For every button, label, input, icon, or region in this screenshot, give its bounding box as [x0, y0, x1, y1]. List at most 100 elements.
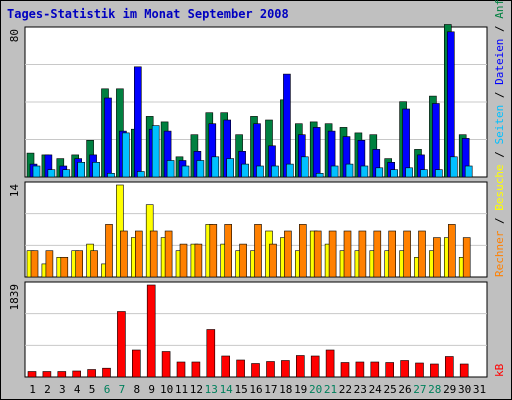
bar-seiten-day-24 — [375, 167, 384, 178]
legend-rechner: Rechner — [493, 230, 506, 277]
bar-rechner-day-14 — [224, 224, 232, 278]
bar-dateien-day-6 — [104, 97, 112, 178]
x-tick-label: 29 — [443, 383, 456, 396]
bar-kb-day-5 — [87, 369, 96, 378]
bar-rechner-day-15 — [239, 243, 247, 278]
bar-rechner-day-27 — [418, 230, 426, 278]
x-tick-label: 26 — [398, 383, 411, 396]
bar-seiten-day-12 — [196, 160, 205, 178]
x-tick-label: 15 — [234, 383, 247, 396]
x-tick-label: 10 — [160, 383, 173, 396]
bar-seiten-day-11 — [181, 165, 190, 178]
bar-kb-day-17 — [266, 361, 275, 378]
bar-rechner-day-12 — [194, 243, 203, 278]
x-tick-label: 1 — [29, 383, 36, 396]
x-tick-label: 16 — [249, 383, 262, 396]
x-tick-label: 9 — [148, 383, 155, 396]
bar-kb-day-4 — [72, 370, 81, 378]
bar-kb-day-19 — [295, 355, 305, 378]
bar-rechner-day-21 — [328, 230, 337, 278]
bar-kb-day-22 — [340, 362, 350, 378]
bar-seiten-day-21 — [330, 165, 339, 178]
bar-kb-day-23 — [355, 361, 365, 378]
bar-kb-day-27 — [415, 362, 424, 378]
bar-kb-day-12 — [191, 361, 201, 378]
bar-rechner-day-24 — [373, 230, 382, 278]
bar-seiten-day-23 — [360, 165, 369, 178]
bar-dateien-day-18 — [283, 73, 291, 178]
bar-seiten-day-13 — [211, 156, 220, 178]
panel-middle: 14 — [8, 181, 488, 278]
bar-rechner-day-19 — [298, 224, 307, 278]
legend-separator: / — [493, 151, 506, 164]
x-tick-label: 7 — [119, 383, 126, 396]
panel-top: 80 — [8, 24, 488, 178]
bar-kb-day-10 — [161, 351, 171, 378]
bar-kb-day-20 — [310, 355, 320, 378]
bar-seiten-day-19 — [300, 156, 309, 178]
bar-seiten-day-9 — [151, 125, 160, 178]
bar-kb-day-1 — [27, 371, 37, 378]
bar-rechner-day-23 — [358, 230, 367, 278]
legend-separator: / — [493, 217, 506, 230]
bar-rechner-day-22 — [343, 230, 352, 278]
bar-seiten-day-5 — [92, 162, 100, 178]
bar-seiten-day-1 — [32, 165, 41, 178]
bar-kb-day-13 — [206, 329, 216, 378]
bar-seiten-day-17 — [271, 165, 279, 178]
x-tick-label: 21 — [324, 383, 337, 396]
x-tick-label: 19 — [294, 383, 307, 396]
bar-rechner-day-29 — [447, 224, 456, 278]
legend-stack: Rechner / Besuche / Seiten / Dateien / A… — [493, 0, 506, 277]
bar-seiten-day-29 — [449, 156, 458, 178]
x-tick-label: 13 — [205, 383, 218, 396]
legend-kb: kB — [493, 363, 506, 377]
bar-kb-day-7 — [117, 311, 126, 378]
bar-kb-day-3 — [57, 371, 67, 378]
bar-rechner-day-10 — [164, 230, 173, 278]
bar-rechner-day-20 — [313, 230, 322, 278]
legend-besuche: Besuche — [493, 164, 506, 217]
bar-dateien-day-26 — [402, 108, 410, 178]
bar-rechner-day-30 — [462, 237, 471, 278]
bar-rechner-day-26 — [403, 230, 411, 278]
bar-rechner-day-1 — [30, 250, 39, 278]
bar-dateien-day-20 — [312, 127, 321, 178]
bar-seiten-day-8 — [137, 171, 145, 178]
x-tick-label: 27 — [413, 383, 426, 396]
bar-dateien-day-28 — [432, 103, 440, 178]
bar-seiten-day-20 — [315, 173, 324, 178]
bar-rechner-day-9 — [149, 230, 158, 278]
bar-rechner-day-18 — [284, 230, 292, 278]
bar-kb-day-8 — [132, 349, 141, 378]
legend-separator: / — [493, 25, 506, 38]
bar-rechner-day-4 — [75, 250, 83, 278]
bar-rechner-day-6 — [105, 224, 113, 278]
x-tick-label: 23 — [354, 383, 367, 396]
bar-kb-day-25 — [385, 362, 395, 378]
bar-seiten-day-2 — [47, 169, 56, 178]
x-tick-label: 3 — [59, 383, 66, 396]
x-tick-label: 12 — [190, 383, 203, 396]
x-tick-label: 5 — [89, 383, 96, 396]
bar-kb-day-15 — [236, 359, 245, 378]
x-tick-label: 4 — [74, 383, 81, 396]
legend-separator: / — [493, 92, 506, 105]
bar-rechner-day-13 — [209, 224, 218, 278]
bar-seiten-day-18 — [286, 163, 294, 178]
bar-seiten-day-27 — [420, 169, 428, 178]
bar-kb-day-6 — [102, 367, 111, 378]
x-tick-label: 25 — [383, 383, 396, 396]
x-tick-label: 20 — [309, 383, 322, 396]
x-tick-label: 24 — [369, 383, 383, 396]
bar-seiten-day-28 — [435, 169, 443, 178]
x-tick-label: 8 — [133, 383, 140, 396]
bar-seiten-day-15 — [241, 163, 249, 178]
bar-seiten-day-6 — [107, 173, 115, 178]
x-tick-label: 30 — [458, 383, 471, 396]
bar-rechner-day-7 — [120, 230, 128, 278]
bar-seiten-day-16 — [256, 165, 264, 178]
x-axis-labels: 1 2 3 4 5 6 7 8 9 10 11 12 13 14 15 16 17 18 19 20 21 22 23 24 2… — [29, 383, 486, 396]
x-tick-label: 2 — [44, 383, 51, 396]
